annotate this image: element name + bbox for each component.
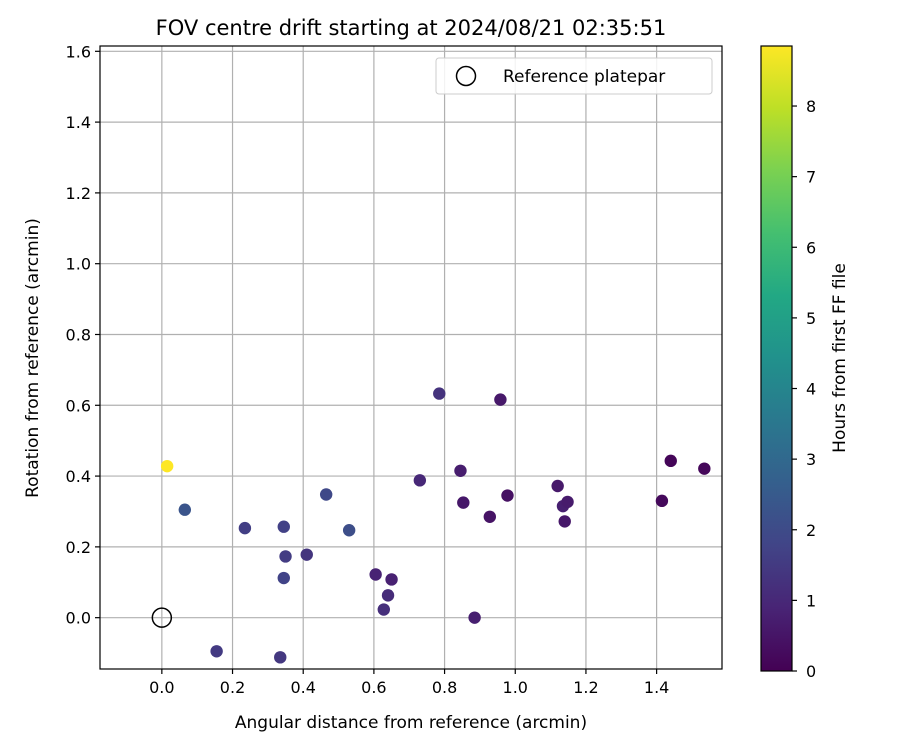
data-point <box>413 474 427 487</box>
data-point <box>279 550 292 563</box>
reference-platepar-marker <box>151 607 173 628</box>
colorbar-ticks: 0 1 2 3 4 5 6 7 8 <box>792 97 816 681</box>
data-point <box>664 454 677 468</box>
data-point <box>300 548 313 561</box>
y-tick-label: 0.8 <box>66 325 91 344</box>
colorbar-tick-label: 2 <box>806 521 816 540</box>
plot-frame <box>99 45 723 670</box>
colorbar-tick-label: 6 <box>806 238 816 257</box>
y-tick-label: 0.0 <box>66 609 91 628</box>
y-tick-label: 0.2 <box>66 538 91 557</box>
colorbar-tick-label: 3 <box>806 450 816 469</box>
legend: Reference platepar <box>435 57 713 95</box>
data-point <box>433 387 446 400</box>
colorbar-tick-label: 5 <box>806 309 816 328</box>
x-tick-label: 0.0 <box>149 678 174 697</box>
data-point <box>238 521 252 535</box>
y-tick-label: 1.4 <box>66 113 91 132</box>
y-tick-label: 0.4 <box>66 467 91 486</box>
legend-box <box>435 57 713 95</box>
y-tick-label: 1.0 <box>66 255 91 274</box>
data-point <box>377 603 390 616</box>
legend-reference-marker <box>455 65 477 87</box>
x-axis-label: Angular distance from reference (arcmin) <box>235 713 587 733</box>
grid <box>100 46 722 669</box>
x-tick-label: 0.2 <box>220 678 245 697</box>
data-point <box>457 496 470 509</box>
plot-area: 0.0 0.2 0.4 0.6 0.8 1.0 1.2 1.4 0.0 0.2 0.4 0.6 0.8 1… <box>66 42 723 697</box>
data-point <box>501 489 514 502</box>
y-tick-label: 1.2 <box>66 184 91 203</box>
data-point <box>381 589 395 602</box>
y-axis-label: Rotation from reference (arcmin) <box>23 218 43 498</box>
data-point <box>160 459 174 473</box>
data-point <box>483 510 497 523</box>
x-tick-label: 1.2 <box>573 678 598 697</box>
data-point <box>494 393 507 406</box>
y-tick-label: 0.6 <box>66 396 91 415</box>
x-tick-label: 1.0 <box>503 678 528 697</box>
data-point <box>369 568 382 581</box>
y-tick-label: 1.6 <box>66 42 91 61</box>
colorbar-tick-label: 0 <box>806 662 816 681</box>
data-point <box>698 462 711 475</box>
data-point <box>385 573 398 586</box>
legend-label: Reference platepar <box>503 67 665 87</box>
x-tick-label: 0.8 <box>432 678 457 697</box>
data-point <box>277 571 290 585</box>
data-point <box>210 645 223 658</box>
scatter-points <box>151 387 711 664</box>
data-point <box>468 611 481 624</box>
data-point <box>277 520 290 533</box>
colorbar-tick-label: 7 <box>806 168 816 187</box>
axis-ticks: 0.0 0.2 0.4 0.6 0.8 1.0 1.2 1.4 0.0 0.2 0.4 0.6 0.8 1… <box>66 42 670 697</box>
colorbar-label: Hours from first FF file <box>830 263 850 453</box>
data-point <box>319 488 333 501</box>
colorbar: 0 1 2 3 4 5 6 7 8 Hours from first FF file <box>760 45 850 681</box>
data-point <box>342 524 356 537</box>
data-point <box>655 494 669 508</box>
data-point <box>178 503 192 516</box>
data-point <box>558 515 571 528</box>
data-point <box>274 651 287 664</box>
x-tick-label: 1.4 <box>644 678 669 697</box>
colorbar-gradient <box>760 45 793 672</box>
colorbar-tick-label: 1 <box>806 591 816 610</box>
data-point <box>561 495 574 509</box>
data-point <box>551 479 564 493</box>
chart-title: FOV centre drift starting at 2024/08/21 … <box>156 16 667 40</box>
x-tick-label: 0.4 <box>290 678 315 697</box>
colorbar-tick-label: 4 <box>806 380 816 399</box>
data-point <box>454 464 467 477</box>
colorbar-tick-label: 8 <box>806 97 816 116</box>
x-tick-label: 0.6 <box>361 678 386 697</box>
